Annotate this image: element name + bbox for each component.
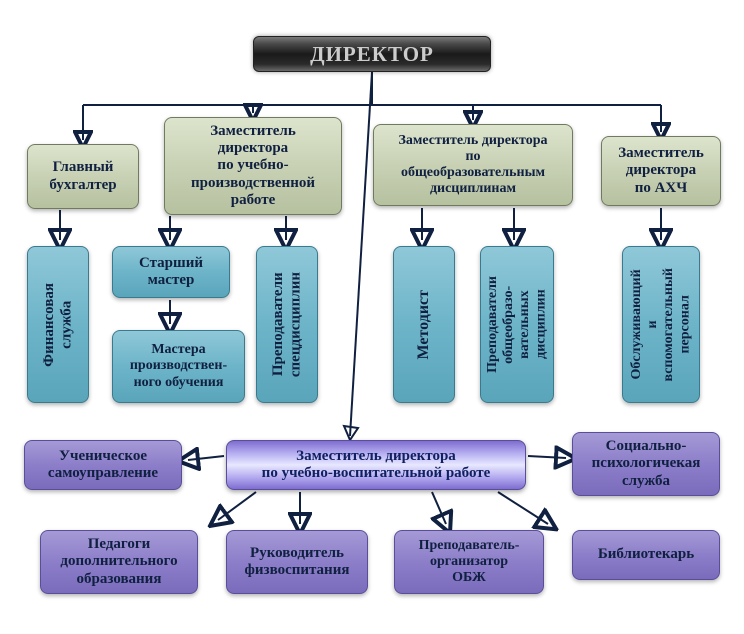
- spec-teachers-label: Преподавателиспецдисциплин: [270, 272, 305, 377]
- senior-master-node: Старшиймастер: [112, 246, 230, 298]
- methodist-node: Методист: [393, 246, 455, 403]
- chief-accountant-node: Главныйбухгалтер: [27, 144, 139, 209]
- obzh-node: Преподаватель-организаторОБЖ: [394, 530, 544, 594]
- deputy-ahch-node: Заместительдиректорапо АХЧ: [601, 136, 721, 206]
- spec-teachers-node: Преподавателиспецдисциплин: [256, 246, 318, 403]
- deputy-disc-node: Заместитель директорапообщеобразовательн…: [373, 124, 573, 206]
- gen-teachers-node: Преподавателиобщеобразо-вательныхдисципл…: [480, 246, 554, 403]
- service-staff-node: Обслуживающийивспомогательныйперсонал: [622, 246, 700, 403]
- deputy-upr-node: Заместительдиректорапо учебно-производст…: [164, 117, 342, 215]
- finance-node: Финансоваяслужба: [27, 246, 89, 403]
- gen-teachers-label: Преподавателиобщеобразо-вательныхдисципл…: [485, 276, 549, 373]
- phys-edu-node: Руководительфизвоспитания: [226, 530, 368, 594]
- socpsych-node: Социально-психологичекаяслужба: [572, 432, 720, 496]
- deputy-uvr-node: Заместитель директорапо учебно-воспитате…: [226, 440, 526, 490]
- masters-node: Мастерапроизводствен-ного обучения: [112, 330, 245, 403]
- librarian-node: Библиотекарь: [572, 530, 720, 580]
- student-gov-node: Ученическоесамоуправление: [24, 440, 182, 490]
- methodist-label: Методист: [415, 290, 433, 359]
- director-node: ДИРЕКТОР: [253, 36, 491, 72]
- extra-edu-node: Педагогидополнительногообразования: [40, 530, 198, 594]
- service-staff-label: Обслуживающийивспомогательныйперсонал: [629, 268, 693, 382]
- finance-label: Финансоваяслужба: [41, 283, 76, 367]
